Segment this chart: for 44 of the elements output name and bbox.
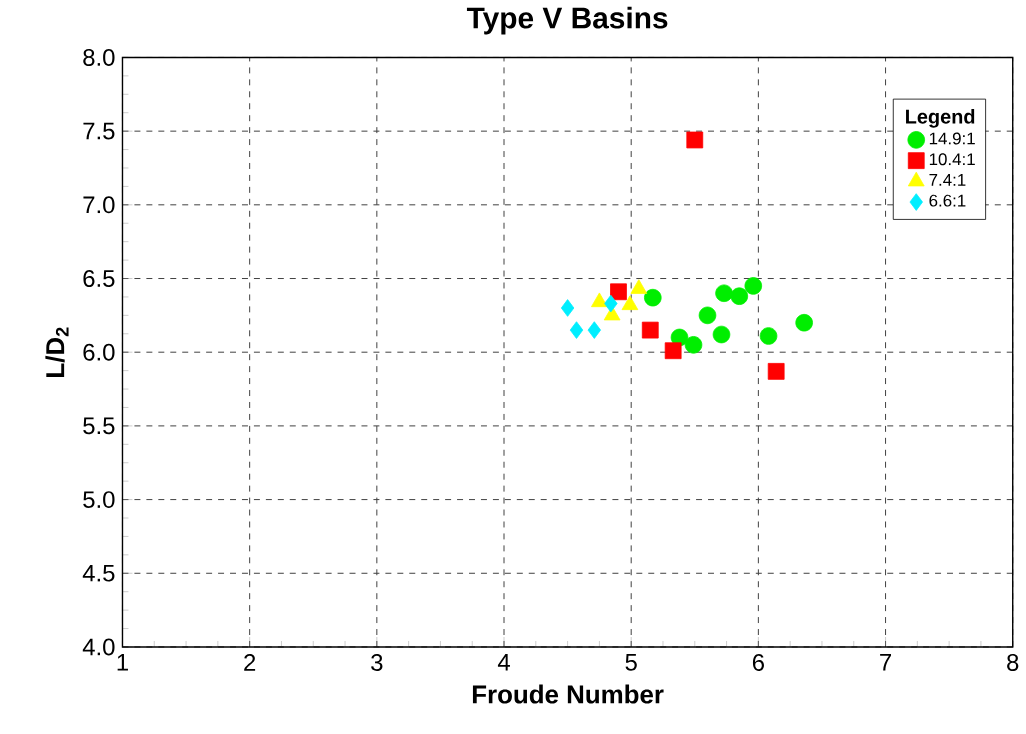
chart-title: Type V Basins [466,6,668,35]
y-tick-label: 5.0 [83,491,115,509]
y-tick-label: 6.5 [83,270,115,288]
x-axis-title: Froude Number [472,684,664,704]
point [698,306,717,325]
point [569,321,584,340]
point [630,279,648,295]
point [712,325,731,344]
point [604,295,618,313]
point [795,314,813,332]
legend-label: 7.4:1 [929,174,966,186]
point [767,363,785,380]
y-axis-title: L/D$_{2}$ [45,327,69,378]
point [744,277,763,295]
y-tick-label: 4.0 [82,638,115,656]
point [730,287,749,306]
point [560,299,575,317]
point [759,327,778,345]
point [686,131,704,149]
x-tick-label: 2 [244,654,256,671]
x-tick-label: 7 [880,654,891,671]
legend-label: 10.4:1 [929,153,975,166]
point [684,336,703,354]
y-tick-label: 7.0 [83,196,115,214]
x-tick-label: 6 [752,654,764,672]
point [610,283,627,301]
x-tick-label: 5 [625,654,637,671]
y-tick-label: 6.0 [83,343,115,361]
y-tick-label: 7.5 [83,123,115,140]
point [641,321,659,339]
legend-title: Legend [906,109,975,128]
point [715,284,733,303]
legend-label: 14.9:1 [929,132,975,145]
x-tick-label: 3 [371,654,383,672]
y-tick-label: 4.5 [82,565,115,582]
point [587,321,601,340]
x-tick-label: 4 [497,654,510,671]
point [664,342,682,360]
x-tick-label: 1 [117,654,128,671]
y-tick-label: 8.0 [83,49,115,67]
x-tick-label: 8 [1007,654,1019,672]
point [644,289,662,307]
legend-label: 6.6:1 [929,194,966,207]
y-tick-label: 5.5 [83,417,115,435]
